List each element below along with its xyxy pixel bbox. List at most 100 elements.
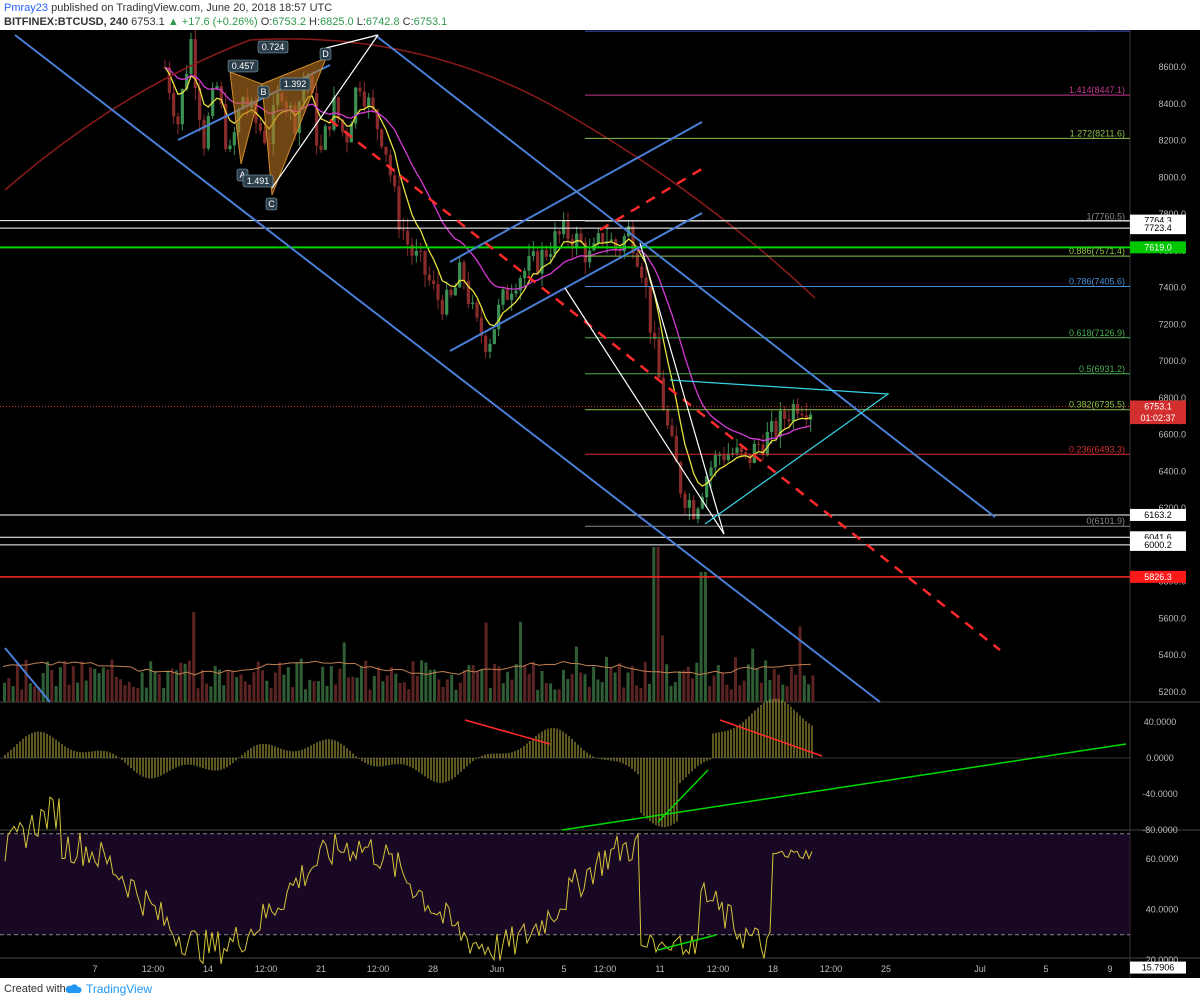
symmetric-triangle — [669, 379, 890, 525]
volume-bar — [179, 662, 183, 702]
candle-body — [666, 410, 670, 426]
volume-bar — [467, 665, 471, 702]
volume-bar — [626, 672, 630, 702]
volume-bar — [385, 675, 389, 702]
channel-inner-line — [4, 647, 51, 703]
time-tick-label: 7 — [92, 964, 97, 974]
volume-bar — [144, 687, 148, 702]
candle-body — [800, 413, 804, 416]
fib-level-label: 1.618(8795.5) — [1069, 30, 1125, 31]
pattern-label: 0.457 — [232, 61, 255, 71]
candle-body — [176, 116, 180, 125]
pattern-label-box — [257, 85, 270, 99]
volume-bar — [484, 622, 488, 702]
volume-bar — [574, 646, 578, 702]
volume-bar — [570, 673, 574, 702]
volume-bar — [273, 672, 277, 702]
candle-body — [761, 444, 765, 456]
volume-bar — [673, 682, 677, 702]
volume-bar — [519, 621, 522, 702]
candle-body — [224, 104, 228, 150]
volume-bar — [420, 660, 424, 702]
time-tick-label: 28 — [428, 964, 438, 974]
volume-bar — [596, 679, 600, 702]
volume-bar — [24, 660, 28, 702]
candle-body — [449, 289, 453, 296]
volume-bar — [488, 687, 492, 702]
author-link[interactable]: Pmray23 — [4, 2, 49, 14]
candle-body — [570, 239, 574, 249]
volume-bar — [119, 679, 123, 702]
volume-bar — [531, 662, 535, 702]
candle-body — [748, 454, 752, 464]
chart-canvas[interactable]: 1.618(8795.5) 1.414(8447.1) 1.272(8211.6) 1… — [0, 30, 1200, 978]
ohlc-line: BITFINEX:BTCUSD, 240 6753.1 ▲ +17.6 (+0.… — [4, 16, 447, 28]
candle-body — [492, 329, 496, 344]
volume-bar — [510, 679, 514, 702]
candle-body — [536, 251, 540, 274]
price-label-box — [1130, 241, 1186, 254]
volume-bar — [527, 673, 531, 702]
candle-body — [453, 287, 457, 296]
volume-bar — [557, 689, 561, 702]
volume-bar — [411, 661, 415, 702]
volume-bar — [334, 684, 338, 702]
created-with-text: Created with — [4, 983, 66, 995]
volume-bar — [562, 669, 565, 702]
candle-body — [436, 284, 440, 300]
candle-body — [263, 130, 267, 144]
time-tick-label: 12:00 — [594, 964, 617, 974]
candle-body — [692, 499, 696, 520]
price-tick-label: 6400.0 — [1158, 466, 1186, 476]
volume-bar — [566, 678, 570, 702]
volume-bar — [712, 675, 716, 702]
volume-bar — [325, 685, 329, 702]
candle-body — [371, 97, 375, 110]
published-text: published on TradingView.com, June 20, 2… — [48, 2, 333, 14]
candle-body — [791, 403, 795, 422]
volume-bar — [407, 689, 411, 702]
volume-bar — [458, 682, 462, 702]
volume-bar — [295, 662, 299, 702]
price-pane — [0, 30, 1130, 702]
volume-bar — [187, 660, 191, 702]
ma-long-line — [4, 38, 816, 299]
candle-body — [523, 270, 527, 279]
volume-bar — [368, 689, 372, 702]
volume-bar — [402, 682, 406, 702]
candle-body — [406, 230, 410, 245]
volume-bar — [67, 684, 71, 702]
volume-bar — [617, 663, 621, 702]
oscillator-tick-label: -40.0000 — [1142, 789, 1178, 799]
volume-bar — [428, 669, 432, 702]
candle-body — [384, 146, 388, 155]
rsi-line — [4, 796, 813, 965]
low-label: L: — [353, 16, 366, 28]
candle-body — [185, 73, 189, 90]
pattern-label: 1.392 — [284, 79, 307, 89]
volume-ma-line — [2, 660, 812, 676]
bearish-divergence-line — [464, 719, 551, 745]
candle-body — [341, 119, 345, 132]
fib-level-label: 0.236(6493.3) — [1069, 444, 1125, 454]
volume-bar — [316, 681, 320, 702]
fib-level-label: 0.786(7405.6) — [1069, 277, 1125, 287]
volume-bar — [132, 686, 135, 702]
price-label: 01:02:37 — [1140, 413, 1175, 423]
volume-bar — [734, 657, 737, 702]
volume-bar — [635, 685, 639, 702]
price-tick-label: 8000.0 — [1158, 172, 1186, 182]
candle-body — [358, 87, 362, 92]
price-label-box — [1130, 538, 1186, 551]
pattern-label-box — [227, 59, 259, 73]
candle-body — [367, 97, 371, 107]
volume-bar — [721, 672, 725, 702]
volume-bar — [243, 681, 247, 702]
tradingview-brand[interactable]: TradingView — [86, 982, 153, 996]
volume-bar — [656, 547, 660, 702]
candle-body — [518, 278, 522, 291]
volume-bar — [450, 674, 454, 702]
candle-body — [540, 249, 544, 274]
volume-bar — [226, 669, 230, 702]
volume-bar — [200, 670, 204, 702]
